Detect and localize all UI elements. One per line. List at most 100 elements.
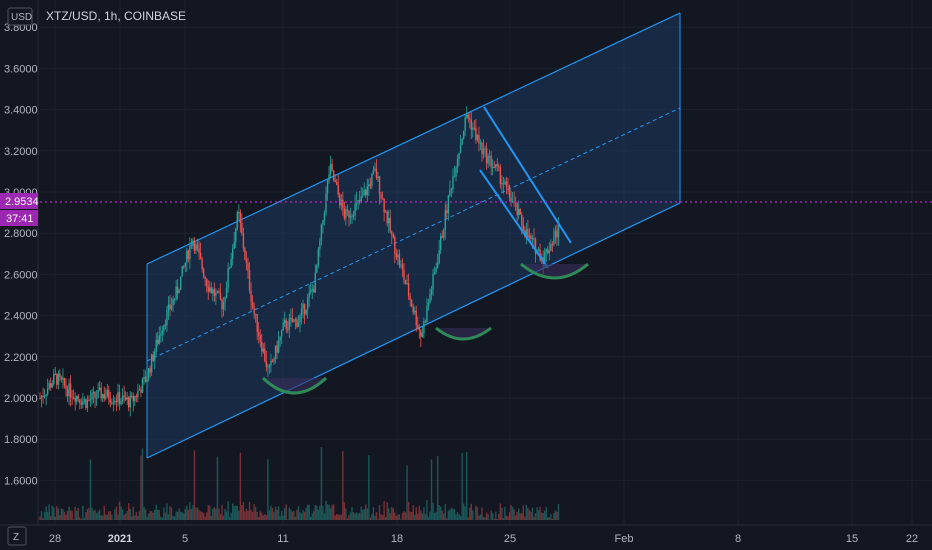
volume-bar — [71, 511, 72, 520]
candle-body — [149, 368, 150, 372]
volume-bar — [47, 512, 48, 520]
candle-body — [74, 398, 75, 402]
candle-body — [547, 249, 548, 253]
candle-body — [113, 403, 114, 404]
volume-bar — [515, 516, 516, 520]
price-tick-label: 2.8000 — [4, 228, 38, 240]
volume-bar — [78, 508, 79, 520]
candle-body — [486, 148, 487, 163]
volume-bar — [96, 513, 97, 520]
candle-body — [529, 236, 530, 238]
volume-bar — [461, 453, 462, 520]
candle-body — [100, 388, 101, 399]
volume-bar — [230, 513, 231, 520]
candle-body — [108, 390, 109, 400]
volume-bar — [154, 510, 155, 520]
volume-bar — [383, 501, 384, 520]
candle-body — [391, 231, 392, 234]
volume-bar — [412, 505, 413, 520]
price-tag-countdown: 37:41 — [6, 213, 34, 225]
candle-body — [480, 143, 481, 144]
volume-bar — [405, 512, 406, 520]
candle-body — [71, 397, 72, 398]
candle-body — [47, 388, 48, 394]
candle-body — [142, 379, 143, 393]
volume-bar — [368, 455, 369, 520]
candle-body — [260, 336, 261, 342]
candle-body — [56, 374, 57, 385]
volume-bar — [524, 517, 525, 520]
volume-bar — [481, 508, 482, 520]
time-axis[interactable] — [0, 525, 932, 550]
z-button[interactable]: Z — [8, 527, 26, 545]
candle-body — [330, 164, 331, 174]
candle-body — [174, 299, 175, 300]
candle-body — [169, 304, 170, 309]
volume-bar — [331, 505, 332, 520]
volume-bar — [116, 507, 117, 520]
volume-bar — [151, 511, 152, 520]
volume-bar — [227, 501, 228, 520]
volume-bar — [166, 503, 167, 520]
candle-body — [553, 238, 554, 245]
volume-bar — [88, 508, 89, 520]
candle-body — [96, 398, 97, 399]
volume-bar — [435, 512, 436, 520]
candle-body — [489, 156, 490, 157]
volume-bar — [330, 508, 331, 520]
candle-body — [128, 397, 129, 407]
volume-bar — [269, 510, 270, 520]
candle-body — [139, 389, 140, 390]
volume-bar — [432, 503, 433, 520]
candle-body — [81, 403, 82, 405]
candle-body — [62, 378, 63, 380]
volume-bar — [438, 505, 439, 520]
volume-bar — [500, 503, 501, 520]
volume-bar — [341, 515, 342, 520]
candle-body — [362, 195, 363, 196]
candle-body — [495, 164, 496, 167]
volume-bar — [324, 513, 325, 520]
volume-bar — [305, 508, 306, 520]
volume-bar — [102, 516, 103, 520]
candle-body — [400, 265, 401, 266]
candle-body — [223, 302, 224, 309]
volume-bar — [507, 516, 508, 520]
candle-body — [331, 164, 332, 170]
candle-body — [165, 325, 166, 326]
volume-bar — [463, 504, 464, 520]
candle-body — [172, 299, 173, 305]
candle-body — [434, 272, 435, 274]
volume-bar — [409, 511, 410, 520]
candle-body — [354, 204, 355, 216]
volume-bar — [237, 506, 238, 520]
candle-body — [107, 390, 108, 397]
volume-bar — [104, 506, 105, 520]
volume-bar — [536, 507, 537, 520]
volume-bar — [91, 508, 92, 520]
volume-bar — [458, 514, 459, 520]
volume-bar — [426, 500, 427, 520]
price-scale[interactable] — [0, 0, 38, 525]
volume-bar — [214, 507, 215, 520]
volume-bar — [82, 506, 83, 520]
volume-bar — [284, 508, 285, 520]
volume-bar — [221, 505, 222, 520]
candle-body — [44, 396, 45, 397]
volume-bar — [448, 511, 449, 520]
candle-body — [507, 186, 508, 187]
volume-bar — [62, 509, 63, 520]
candle-body — [116, 401, 117, 402]
candle-body — [371, 174, 372, 186]
volume-bar — [73, 519, 74, 520]
candle-body — [322, 220, 323, 225]
currency-button[interactable]: USD — [8, 8, 32, 25]
candle-body — [307, 298, 308, 310]
volume-bar — [344, 502, 345, 520]
volume-bar — [81, 519, 82, 520]
volume-bar — [232, 504, 233, 520]
candle-body — [126, 397, 127, 399]
candle-body — [91, 393, 92, 399]
candle-body — [432, 274, 433, 290]
